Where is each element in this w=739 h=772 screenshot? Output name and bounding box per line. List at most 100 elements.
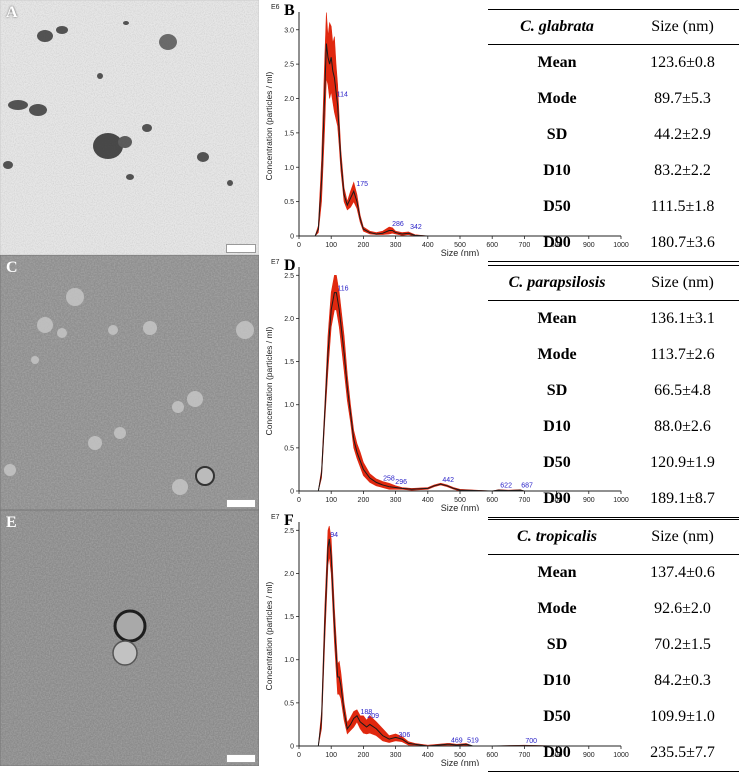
peak-label: 258	[383, 475, 395, 482]
x-tick-label: 100	[325, 497, 337, 504]
panel-label-d: D	[284, 257, 296, 274]
y-tick-label: 2.0	[284, 96, 294, 103]
table-row-value: 89.7±5.3	[654, 90, 711, 107]
x-tick-label: 200	[358, 497, 370, 504]
table-row-label: D90	[488, 225, 627, 262]
peak-label: 188	[361, 709, 373, 716]
table-row-value: 66.5±4.8	[654, 382, 711, 399]
table-row-label: D90	[488, 481, 627, 518]
x-tick-label: 500	[454, 242, 466, 249]
table-row-value: 88.0±2.6	[654, 418, 711, 435]
scale-bar-c	[226, 499, 256, 508]
table-row-label: Mode	[537, 346, 577, 363]
table-row-label: SD	[546, 382, 568, 399]
table-row-value: 137.4±0.6	[650, 564, 715, 581]
y-tick-label: 1.0	[284, 165, 294, 172]
peak-label: 342	[410, 224, 422, 231]
table-row-label: Mean	[537, 310, 577, 327]
x-tick-label: 200	[358, 752, 370, 759]
axis-multiplier: E7	[271, 259, 280, 266]
table-row: D50 109.9±1.0	[488, 699, 739, 735]
peak-label: 306	[399, 732, 411, 739]
table-row-value: 83.2±2.2	[654, 162, 711, 179]
table-row-label: Mode	[537, 600, 577, 617]
x-tick-label: 0	[297, 242, 301, 249]
panel-label-f: F	[284, 512, 294, 529]
panel-label-c: C	[6, 259, 18, 276]
peak-label: 442	[442, 477, 454, 484]
x-axis-label: Size (nm)	[441, 503, 480, 511]
peak-label: 116	[337, 286, 348, 293]
table-row: SD 66.5±4.8	[488, 373, 739, 409]
table-row-value: 180.7±3.6	[626, 225, 739, 262]
panel-label-a: A	[6, 4, 18, 21]
axis-multiplier: E7	[271, 514, 280, 521]
table-header-species: C. glabrata	[488, 9, 627, 45]
x-tick-label: 0	[297, 497, 301, 504]
error-band	[299, 12, 621, 237]
table-row-value: 136.1±3.1	[650, 310, 715, 327]
table-row-label: SD	[546, 636, 568, 653]
x-tick-label: 200	[358, 242, 370, 249]
panel-label-b: B	[284, 2, 295, 19]
peak-label: 519	[467, 737, 479, 744]
y-axis-label: Concentration (particles / ml)	[264, 327, 274, 436]
peak-label: 175	[356, 181, 368, 188]
tem-image-e: E	[0, 510, 259, 766]
table-row: D90 180.7±3.6	[488, 225, 739, 262]
table-row: Mean 136.1±3.1	[488, 301, 739, 338]
peak-label: 296	[395, 479, 407, 486]
scale-bar-a	[226, 244, 256, 253]
y-tick-label: 1.0	[284, 657, 294, 664]
peak-label: 209	[367, 713, 379, 720]
x-tick-label: 0	[297, 752, 301, 759]
y-tick-label: 1.0	[284, 402, 294, 409]
y-axis-label: Concentration (particles / ml)	[264, 72, 274, 181]
table-header-size: Size (nm)	[626, 9, 739, 45]
x-tick-label: 400	[422, 752, 434, 759]
table-row-value: 84.2±0.3	[654, 672, 711, 689]
table-row-value: 111.5±1.8	[650, 198, 715, 215]
table-row-value: 235.5±7.7	[626, 735, 739, 772]
y-tick-label: 0.5	[284, 700, 294, 707]
table-row-label: D10	[543, 418, 571, 435]
peak-label: 469	[451, 737, 463, 744]
y-tick-label: 0.5	[284, 199, 294, 206]
tem-image-a: A	[0, 0, 259, 255]
table-row: D10 83.2±2.2	[488, 153, 739, 189]
table-row: Mean 137.4±0.6	[488, 555, 739, 592]
size-table-glabrata: C. glabrata Size (nm) Mean 123.6±0.8 Mode…	[488, 9, 739, 262]
x-tick-label: 300	[390, 497, 402, 504]
table-row: Mode 89.7±5.3	[488, 81, 739, 117]
table-row-label: SD	[546, 126, 568, 143]
scale-bar-e	[226, 754, 256, 763]
table-row-label: D50	[543, 708, 571, 725]
y-tick-label: 1.5	[284, 359, 294, 366]
table-row-label: Mode	[537, 90, 577, 107]
y-tick-label: 0	[290, 234, 294, 241]
x-tick-label: 500	[454, 752, 466, 759]
table-row-label: D50	[543, 454, 571, 471]
y-tick-label: 1.5	[284, 130, 294, 137]
table-row: D90 189.1±8.7	[488, 481, 739, 518]
table-header-size: Size (nm)	[626, 519, 739, 555]
size-table-parapsilosis: C. parapsilosis Size (nm) Mean 136.1±3.1 …	[488, 265, 739, 518]
table-row: SD 44.2±2.9	[488, 117, 739, 153]
y-tick-label: 2.0	[284, 316, 294, 323]
table-row-label: Mean	[537, 564, 577, 581]
table-row-label: D50	[543, 198, 571, 215]
mean-line	[299, 538, 621, 747]
table-row: D90 235.5±7.7	[488, 735, 739, 772]
y-tick-label: 2.5	[284, 273, 294, 280]
peak-label: 286	[392, 221, 404, 228]
table-row: D10 88.0±2.6	[488, 409, 739, 445]
table-row: D50 120.9±1.9	[488, 445, 739, 481]
x-tick-label: 300	[390, 752, 402, 759]
table-row-value: 109.9±1.0	[650, 708, 715, 725]
x-axis-label: Size (nm)	[441, 248, 480, 256]
table-row-value: 70.2±1.5	[654, 636, 711, 653]
table-row-label: Mean	[537, 54, 577, 71]
size-table-tropicalis: C. tropicalis Size (nm) Mean 137.4±0.6 Mo…	[488, 519, 739, 772]
x-axis-label: Size (nm)	[441, 758, 480, 766]
table-row-value: 113.7±2.6	[650, 346, 715, 363]
